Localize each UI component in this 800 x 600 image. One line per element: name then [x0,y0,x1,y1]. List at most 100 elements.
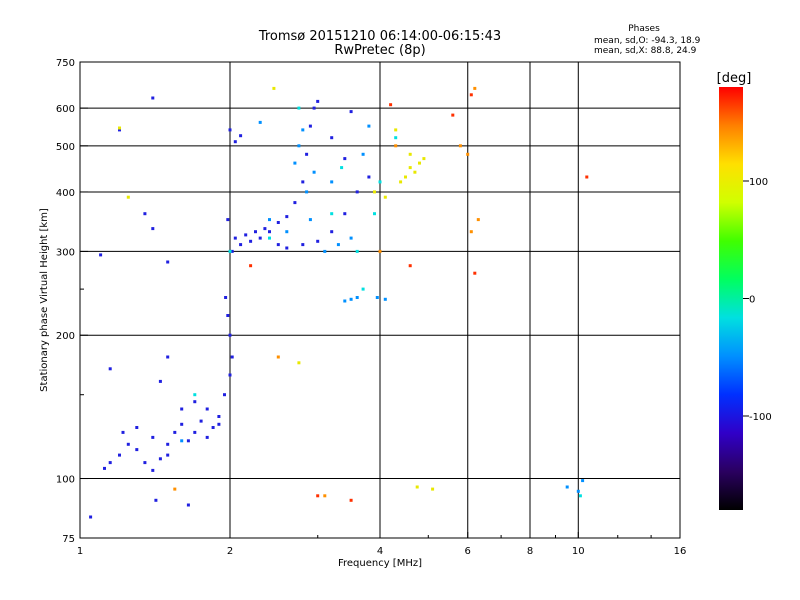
data-point [193,400,197,404]
data-point [254,230,257,234]
colorbar-ticks: 100 0 -100 [743,177,772,423]
data-point [193,430,197,434]
data-point [404,175,407,179]
data-point [166,442,170,446]
data-point [108,367,112,371]
data-point [118,453,121,457]
data-point [285,215,289,219]
data-point [233,236,237,240]
colorbar-tick-label: 100 [749,177,768,188]
y-tick-label: 300 [56,247,75,258]
data-point [316,239,320,243]
data-point [293,201,297,205]
data-point [378,180,382,184]
data-point [422,157,426,161]
data-point [451,113,455,117]
data-point [367,175,371,179]
data-point [473,271,477,275]
data-point [268,230,271,234]
data-point [186,503,190,507]
data-point [316,494,320,498]
data-point [249,264,253,268]
data-point [233,140,237,144]
data-point [118,126,121,130]
data-point [173,487,177,491]
data-point [158,457,162,461]
data-point [330,212,334,216]
data-point [276,221,280,224]
y-tick-label: 75 [62,534,75,545]
y-tick-label: 600 [56,104,75,115]
y-ticks: 75 100 200 300 400 500 600 750 [56,58,88,545]
data-point [126,442,130,446]
data-point [355,249,359,253]
data-point [263,227,267,231]
data-point [285,230,289,234]
data-point [399,180,403,184]
data-point [458,144,462,148]
data-point [305,190,309,194]
data-point [135,426,139,429]
x-tick-label: 2 [227,546,233,557]
data-point [330,230,334,234]
data-point [323,249,327,253]
data-point [330,180,334,184]
data-point [154,498,158,502]
data-point [143,461,147,465]
data-point [180,407,184,411]
data-point [431,487,435,491]
colorbar [719,87,743,510]
legend-line-o: mean, sd,O: -94.3, 18.9 [594,36,701,46]
data-point [205,407,209,411]
data-point [361,287,365,291]
data-point [469,93,473,97]
data-point [228,373,232,377]
data-point [336,243,340,247]
data-point [349,110,353,114]
data-point [367,124,371,128]
data-point [223,393,226,397]
data-point [408,166,412,170]
data-point [389,103,393,107]
data-point [217,422,221,426]
data-point [308,218,312,222]
data-point [108,461,112,465]
data-point [239,243,243,247]
data-point [151,468,155,472]
data-point [211,426,215,429]
data-point [408,152,412,156]
data-point [239,134,243,138]
x-tick-label: 8 [527,546,533,557]
data-point [330,136,334,140]
data-point [230,355,234,359]
data-point [349,498,353,502]
legend-title: Phases [628,24,660,34]
x-axis-label: Frequency [MHz] [338,558,422,569]
data-point [268,218,271,222]
data-point [217,415,221,418]
data-point [413,170,417,174]
data-point [135,448,139,452]
data-point [394,144,398,148]
data-point [349,236,353,240]
data-point [316,99,320,103]
data-point [301,243,305,247]
colorbar-label: [deg] [717,71,752,86]
data-point [312,106,316,110]
data-point [228,249,232,253]
data-point [249,239,253,243]
data-point [418,161,421,165]
x-ticks: 1 2 4 6 8 10 16 [77,532,686,557]
data-point [205,435,209,439]
data-point [230,249,234,253]
data-point [349,297,353,301]
y-tick-label: 200 [56,331,75,342]
y-axis-label: Stationary phase Virtual Height [km] [39,208,50,392]
data-point [151,435,155,439]
legend-line-x: mean, sd,X: 88.8, 24.9 [594,46,697,56]
data-point [103,466,106,470]
data-point [193,393,197,397]
data-point [258,236,262,240]
data-point [383,195,387,199]
